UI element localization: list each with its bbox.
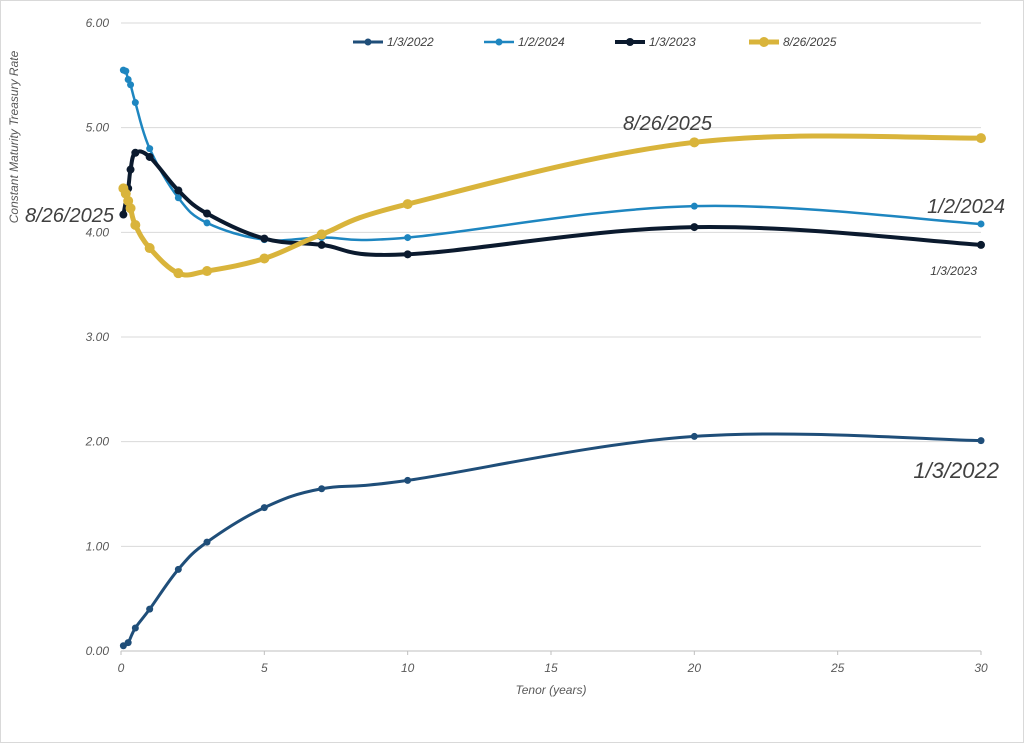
data-point: [976, 133, 986, 144]
x-tick-label: 10: [401, 661, 415, 675]
series-line: [120, 133, 984, 278]
data-point: [977, 437, 985, 445]
data-point: [977, 220, 985, 228]
series-annotation: 8/26/2025: [25, 205, 115, 227]
legend-swatch-marker: [759, 37, 769, 47]
data-point: [174, 194, 182, 202]
legend-swatch-marker: [626, 38, 634, 46]
data-point: [131, 99, 139, 107]
data-point: [203, 219, 211, 227]
data-point: [202, 266, 212, 277]
data-point: [174, 186, 183, 195]
y-tick-label: 0.00: [86, 644, 110, 658]
axes: 0.00 1.00 2.00 3.00 4.00 5.00 6.00 0 5 10 15 20 25 30: [85, 16, 988, 675]
legend-item-1-3-2022: 1/3/2022: [353, 35, 434, 49]
data-point: [144, 243, 155, 254]
data-point: [259, 253, 270, 264]
data-point: [318, 485, 326, 493]
data-point: [173, 268, 184, 279]
data-point: [145, 152, 154, 161]
gridlines: [121, 22, 981, 652]
series-annotation: 1/3/2022: [913, 458, 999, 483]
data-point: [130, 220, 141, 231]
series-1-2-2024: [119, 66, 985, 244]
series-1-3-2022: [119, 432, 985, 650]
data-point: [126, 165, 135, 174]
series-annotation: 1/3/2023: [930, 264, 977, 278]
data-point: [131, 148, 140, 157]
annotations: 8/26/2025 8/26/2025 1/2/2024 1/3/2023 1/3/20…: [25, 113, 1005, 483]
y-tick-label: 1.00: [86, 539, 110, 553]
data-point: [119, 210, 128, 219]
data-point: [122, 67, 130, 75]
y-tick-label: 2.00: [85, 435, 110, 449]
data-point: [124, 639, 132, 647]
series-annotation: 1/2/2024: [927, 196, 1005, 218]
legend-item-8-26-2025: 8/26/2025: [749, 35, 837, 49]
y-tick-label: 4.00: [86, 225, 110, 239]
data-point: [260, 234, 269, 243]
legend-item-1-2-2024: 1/2/2024: [484, 35, 565, 49]
data-point: [174, 565, 182, 573]
data-point: [146, 145, 154, 153]
x-tick-label: 0: [118, 661, 125, 675]
data-point: [124, 76, 132, 84]
series-1-3-2023: [119, 148, 985, 259]
data-point: [690, 432, 698, 440]
series-line: [122, 68, 983, 242]
data-point: [127, 81, 135, 89]
legend-label: 1/3/2023: [649, 35, 696, 49]
y-tick-label: 3.00: [86, 330, 110, 344]
legend-label: 1/3/2022: [387, 35, 434, 49]
series-lines: [118, 66, 986, 650]
data-point: [403, 250, 412, 259]
data-point: [402, 199, 413, 210]
data-point: [260, 504, 268, 512]
series-annotation: 8/26/2025: [623, 113, 713, 135]
data-point: [316, 229, 327, 240]
data-point: [977, 240, 985, 249]
series-8-26-2025: [118, 133, 986, 279]
series-line: [121, 432, 983, 648]
data-point: [125, 203, 136, 214]
data-point: [404, 476, 412, 484]
x-tick-label: 5: [261, 661, 268, 675]
data-point: [317, 240, 326, 249]
data-point: [203, 538, 211, 546]
data-point: [690, 202, 698, 210]
legend: 1/3/2022 1/2/2024 1/3/2023 8/26/2025: [353, 35, 837, 49]
y-tick-label: 6.00: [86, 16, 110, 30]
data-point: [690, 223, 699, 232]
legend-label: 1/2/2024: [518, 35, 565, 49]
data-point: [203, 209, 211, 218]
legend-swatch-marker: [364, 38, 372, 46]
legend-item-1-3-2023: 1/3/2023: [615, 35, 696, 49]
legend-swatch-marker: [495, 38, 503, 46]
y-axis-title: Constant Maturity Treasury Rate: [7, 50, 21, 223]
x-axis-title: Tenor (years): [516, 683, 587, 697]
x-tick-label: 30: [974, 661, 988, 675]
x-tick-label: 15: [544, 661, 558, 675]
data-point: [131, 624, 139, 632]
data-point: [689, 137, 700, 148]
data-point: [404, 234, 412, 242]
x-tick-label: 20: [687, 661, 702, 675]
x-tick-label: 25: [830, 661, 845, 675]
legend-label: 8/26/2025: [783, 35, 837, 49]
data-point: [146, 605, 154, 613]
y-tick-label: 5.00: [86, 121, 110, 135]
